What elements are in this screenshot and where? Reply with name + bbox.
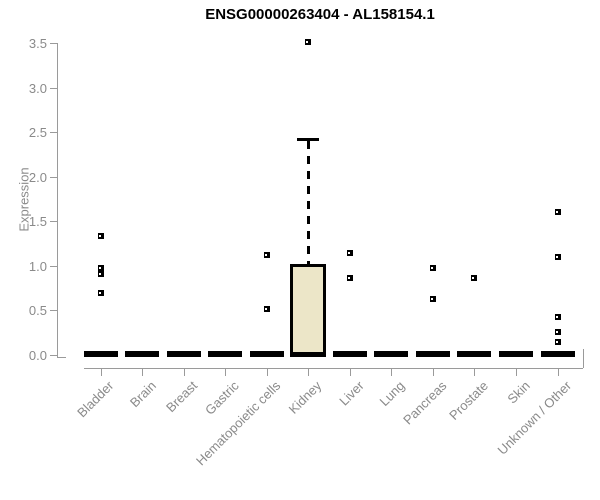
outlier-point[interactable] [264,252,270,258]
boxplot-bar-zero[interactable] [374,351,408,357]
y-tick-mark [50,355,57,356]
x-tick-mark [558,369,559,376]
x-category-label: Brain [126,378,159,411]
boxplot-bar-zero[interactable] [125,351,159,357]
outlier-point[interactable] [98,265,104,271]
x-tick-mark [350,369,351,376]
boxplot-bar-zero[interactable] [333,351,367,357]
whisker-line [307,141,310,265]
x-tick-mark [516,369,517,376]
outlier-point[interactable] [430,265,436,271]
y-tick-label: 3.5 [28,36,47,51]
outlier-point[interactable] [347,275,353,281]
x-tick-mark [474,369,475,376]
boxplot-bar-zero[interactable] [84,351,118,357]
y-tick-mark [50,88,57,89]
outlier-point[interactable] [471,275,477,281]
x-axis-end-cap [583,349,584,368]
y-tick-label: 1.5 [28,214,47,229]
y-tick-label: 2.0 [28,170,47,185]
x-category-label: Skin [504,378,533,407]
x-tick-mark [391,369,392,376]
x-category-label: Breast [163,378,201,416]
y-tick-label: 0.0 [28,348,47,363]
x-category-label: Gastric [201,378,242,418]
outlier-point[interactable] [98,271,104,277]
boxplot-bar-zero[interactable] [541,351,575,357]
outlier-point[interactable] [98,290,104,296]
y-axis-label: Expression [16,167,32,232]
x-tick-mark [101,369,102,376]
outlier-point[interactable] [555,329,561,335]
outlier-point[interactable] [98,233,104,239]
whisker-cap [297,138,319,141]
x-category-label: Pancreas [400,378,450,428]
boxplot-bar-zero[interactable] [208,351,242,357]
x-category-label: Kidney [285,378,325,417]
x-tick-mark [142,369,143,376]
x-category-label: Unknown / Other [495,378,575,458]
x-tick-mark [433,369,434,376]
boxplot-bar-zero[interactable] [499,351,533,357]
boxplot-bar-zero[interactable] [167,351,201,357]
y-tick-mark [50,177,57,178]
y-tick-label: 3.0 [28,81,47,96]
y-tick-mark [50,43,57,44]
y-tick-label: 2.5 [28,125,47,140]
boxplot-bar-zero[interactable] [250,351,284,357]
outlier-point[interactable] [264,306,270,312]
y-tick-label: 0.5 [28,303,47,318]
outlier-point[interactable] [347,250,353,256]
outlier-point[interactable] [305,39,311,45]
outlier-point[interactable] [555,314,561,320]
x-tick-mark [184,369,185,376]
x-tick-mark [267,369,268,376]
outlier-point[interactable] [555,339,561,345]
boxplot-bar-zero[interactable] [457,351,491,357]
y-axis-foot [57,357,66,358]
y-tick-label: 1.0 [28,259,47,274]
outlier-point[interactable] [555,254,561,260]
boxplot-bar-zero[interactable] [416,351,450,357]
y-tick-mark [50,132,57,133]
y-tick-mark [50,266,57,267]
chart-title: ENSG00000263404 - AL158154.1 [205,6,435,23]
x-category-label: Lung [376,378,408,410]
y-tick-mark [50,310,57,311]
x-category-label: Bladder [74,378,117,421]
x-tick-mark [225,369,226,376]
outlier-point[interactable] [430,296,436,302]
x-category-label: Prostate [445,378,491,423]
y-axis-line [57,43,58,358]
box-kidney[interactable] [290,264,326,357]
y-tick-mark [50,221,57,222]
x-axis-line [84,368,583,369]
outlier-point[interactable] [555,209,561,215]
x-category-label: Liver [336,378,367,409]
x-tick-mark [308,369,309,376]
